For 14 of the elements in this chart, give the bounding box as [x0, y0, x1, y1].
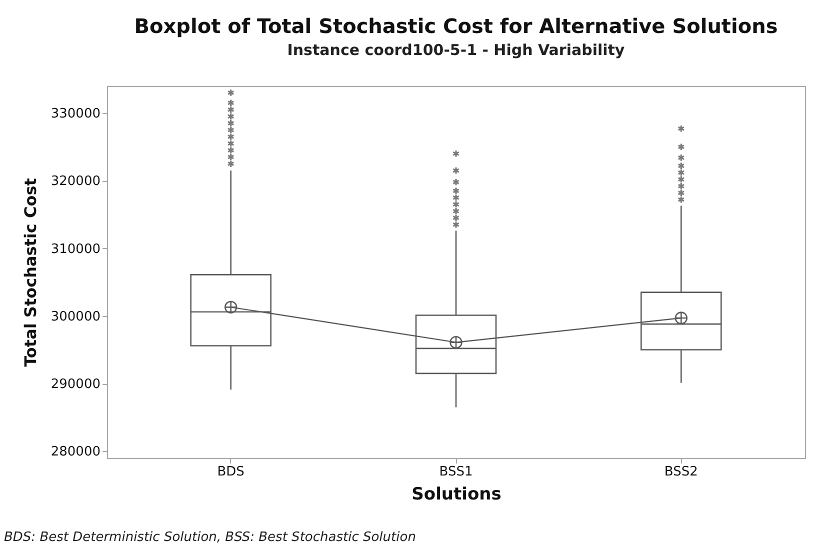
- y-tick-label: 300000: [50, 309, 100, 324]
- y-tick-label: 310000: [50, 242, 100, 257]
- y-tick-label: 320000: [50, 174, 100, 190]
- text: BDS: Best Deterministic Solution, BSS: Best Stochastic Solution: [4, 530, 416, 545]
- y-axis-title: Total Stochastic Cost: [20, 178, 40, 367]
- x-tick-label: BSS1: [439, 464, 473, 480]
- x-tick-label: BDS: [217, 464, 244, 480]
- y-tick-label: 280000: [50, 444, 100, 460]
- x-axis-title: Solutions: [412, 484, 502, 504]
- x-tick-label: BSS2: [664, 464, 698, 480]
- chart-title: Boxplot of Total Stochastic Cost for Alternative Solutions: [134, 14, 778, 38]
- y-tick-label: 290000: [50, 377, 100, 392]
- chart-subtitle: Instance coord100-5-1 - High Variability: [287, 41, 625, 59]
- y-tick-label: 330000: [50, 106, 100, 122]
